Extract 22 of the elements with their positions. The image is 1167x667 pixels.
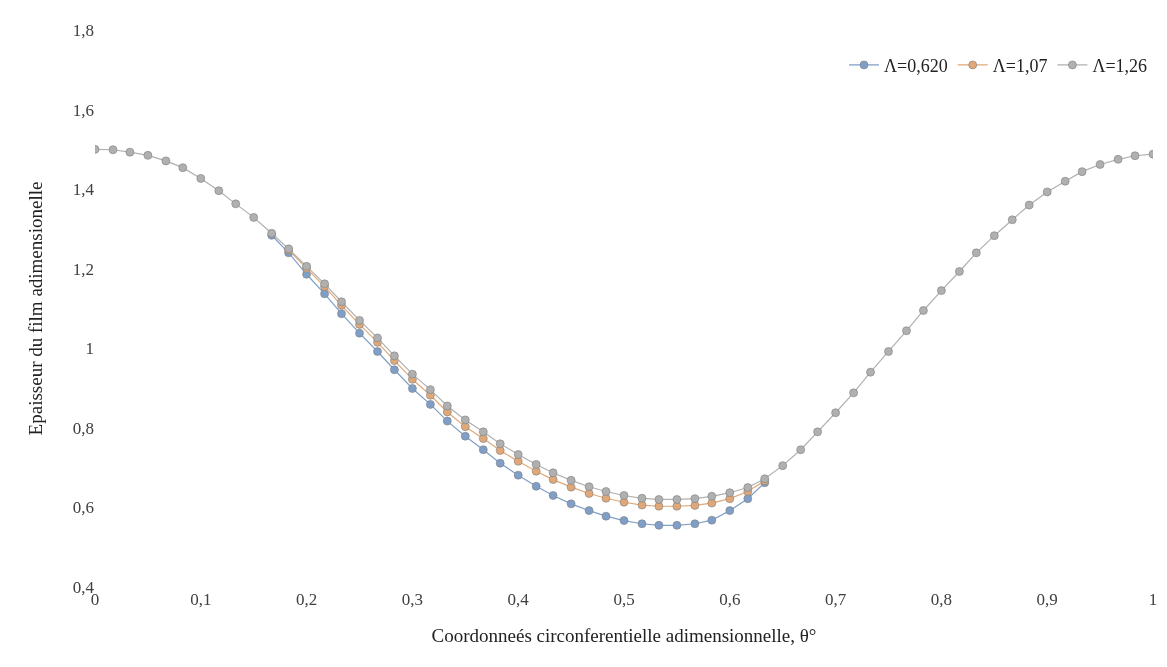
x-tick-label: 0,4 (507, 590, 530, 609)
y-tick-label: 1,6 (72, 100, 94, 120)
x-tick-label: 0,2 (295, 590, 318, 609)
legend-label: Λ=1,07 (992, 55, 1048, 76)
x-tick-label: 0,1 (190, 590, 212, 609)
x-tick-label: 0,7 (824, 590, 847, 609)
x-tick-label: 0,6 (719, 590, 741, 609)
y-tick-label: 1 (85, 339, 94, 359)
y-tick-label: 0,6 (72, 498, 94, 518)
x-tick-label: 1 (1148, 590, 1158, 609)
x-tick-label: 0,3 (401, 590, 424, 609)
legend-label: Λ=1,26 (1092, 55, 1148, 76)
x-axis-title: Coordonneés circonferentielle adimensionnelle, θ° (431, 624, 817, 646)
y-axis-title: Epaisseur du film adimensionelle (24, 181, 46, 436)
y-tick-label: 1,4 (72, 180, 95, 200)
x-tick-label: 0,9 (1036, 590, 1058, 609)
y-tick-label: 1,8 (72, 20, 94, 40)
legend-label: Λ=0,620 (884, 55, 948, 76)
x-tick-label: 0,8 (930, 590, 953, 609)
y-tick-label: 1,2 (72, 259, 94, 279)
y-tick-label: 0,8 (72, 418, 94, 438)
x-tick-label: 0,5 (613, 590, 635, 609)
